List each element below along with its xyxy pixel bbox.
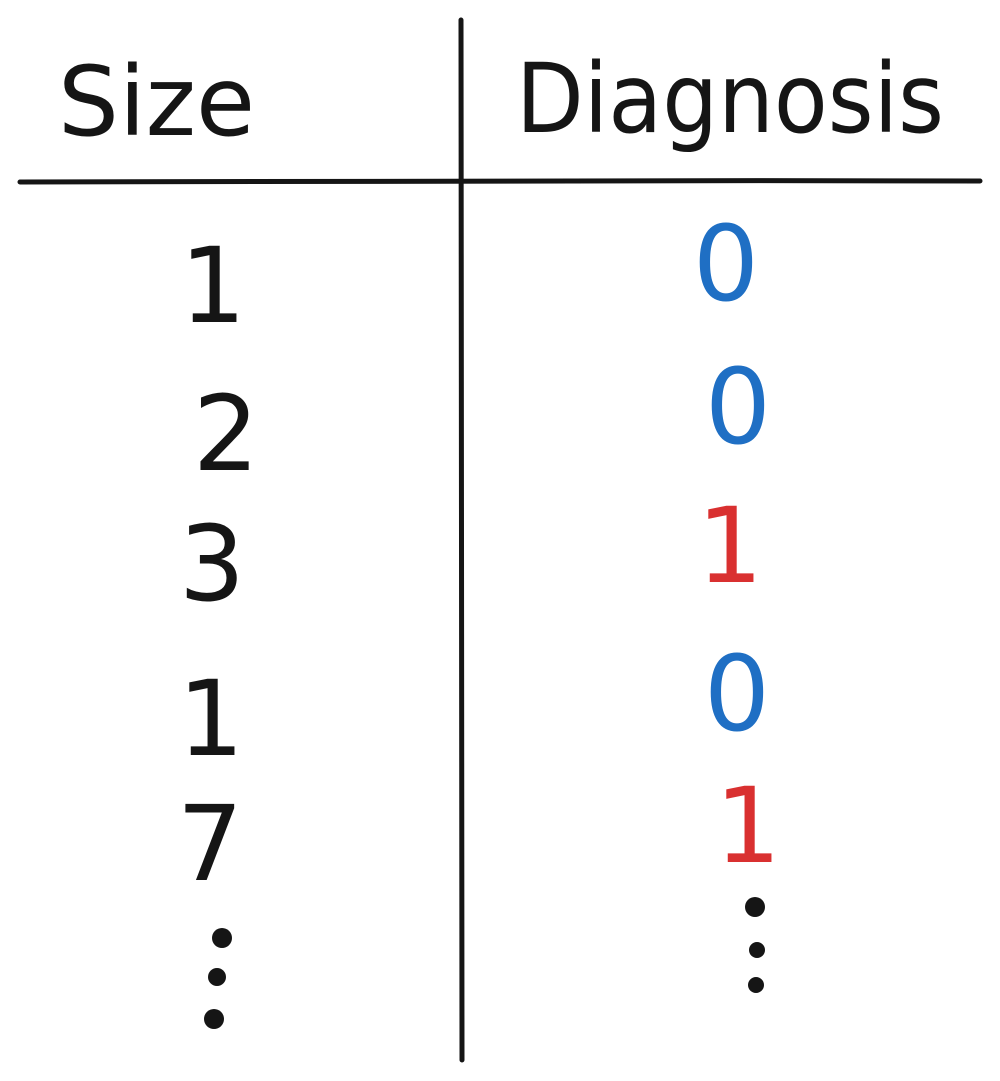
diagnosis-cell-5: 1 xyxy=(715,765,781,887)
vertical-divider xyxy=(458,17,465,1063)
size-header: Size xyxy=(58,46,255,158)
diagnosis-cell-3: 1 xyxy=(697,485,763,607)
size-continuation-ellipsis xyxy=(204,928,232,1029)
diagnosis-cell-4: 0 xyxy=(704,633,770,755)
size-cell-3: 3 xyxy=(179,503,245,625)
size-cell-2: 2 xyxy=(193,373,259,495)
diagnosis-continuation-ellipsis xyxy=(745,897,765,993)
header-underline xyxy=(17,178,983,185)
size-cell-4: 1 xyxy=(178,658,244,780)
diagnosis-cell-1: 0 xyxy=(693,203,759,325)
diagnosis-header: Diagnosis xyxy=(516,43,944,155)
size-cell-5: 7 xyxy=(177,783,243,905)
diagnosis-cell-2: 0 xyxy=(705,346,771,468)
size-cell-1: 1 xyxy=(180,225,246,347)
